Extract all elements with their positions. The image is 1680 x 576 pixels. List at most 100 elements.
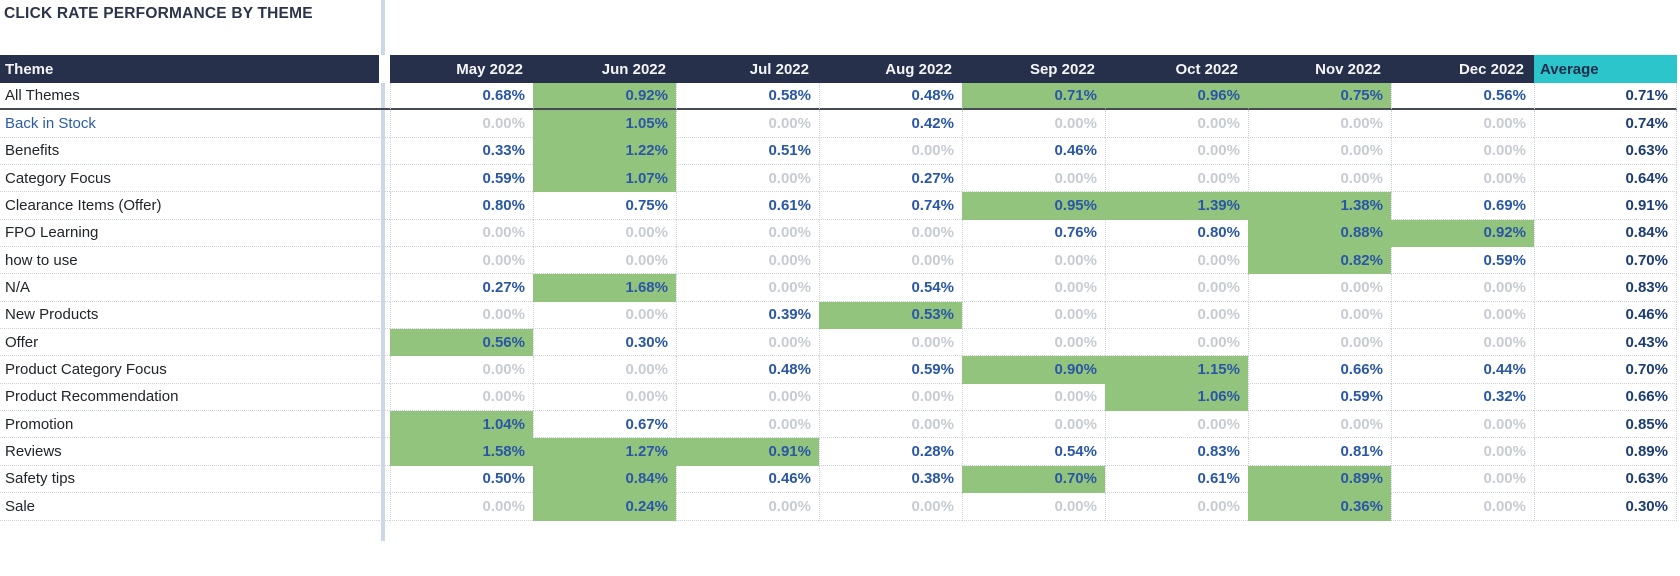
value-cell: 0.33%	[390, 137, 533, 166]
column-gap	[379, 274, 390, 302]
value-cell: 0.46%	[962, 137, 1105, 166]
value-cell: 0.00%	[819, 329, 962, 357]
value-cell: 0.44%	[1391, 356, 1534, 384]
value-cell: 0.00%	[1248, 329, 1391, 357]
value-cell: 0.36%	[1248, 493, 1391, 521]
average-cell: 0.91%	[1534, 192, 1677, 220]
value-cell: 0.38%	[819, 465, 962, 494]
column-gap	[379, 493, 390, 521]
value-cell: 0.00%	[962, 301, 1105, 330]
theme-cell: N/A	[0, 274, 379, 302]
average-cell: 0.30%	[1534, 493, 1677, 521]
average-cell: 0.85%	[1534, 411, 1677, 439]
theme-cell: Sale	[0, 493, 379, 521]
value-cell: 0.42%	[819, 110, 962, 138]
value-cell: 0.83%	[1105, 438, 1248, 466]
value-cell: 0.76%	[962, 219, 1105, 248]
value-cell: 0.00%	[1105, 137, 1248, 166]
value-cell: 0.51%	[676, 137, 819, 166]
value-cell: 0.61%	[1105, 465, 1248, 494]
value-cell: 1.15%	[1105, 356, 1248, 384]
value-cell: 0.00%	[962, 110, 1105, 138]
column-header-theme[interactable]: Theme	[0, 55, 379, 83]
column-header-month[interactable]: Dec 2022	[1391, 55, 1534, 83]
value-cell: 0.00%	[1105, 165, 1248, 193]
column-header-month[interactable]: Jul 2022	[676, 55, 819, 83]
value-cell: 0.90%	[962, 356, 1105, 384]
click-rate-table: Theme May 2022 Jun 2022 Jul 2022 Aug 2022 Sep…	[0, 55, 1677, 521]
value-cell: 0.75%	[1248, 83, 1391, 111]
column-header-month[interactable]: Jun 2022	[533, 55, 676, 83]
theme-cell: Category Focus	[0, 165, 379, 193]
value-cell: 0.00%	[1248, 301, 1391, 330]
value-cell: 0.28%	[819, 438, 962, 466]
value-cell: 0.00%	[1248, 411, 1391, 439]
value-cell: 0.00%	[1105, 329, 1248, 357]
column-gap	[379, 247, 390, 275]
value-cell: 0.00%	[1391, 110, 1534, 138]
value-cell: 0.00%	[533, 219, 676, 248]
value-cell: 0.00%	[390, 219, 533, 248]
column-header-average[interactable]: Average	[1534, 55, 1677, 83]
theme-cell: Clearance Items (Offer)	[0, 192, 379, 220]
average-cell: 0.83%	[1534, 274, 1677, 302]
theme-cell: Promotion	[0, 411, 379, 439]
theme-cell: Offer	[0, 329, 379, 357]
value-cell: 0.27%	[390, 274, 533, 302]
value-cell: 0.00%	[1391, 329, 1534, 357]
page-title: CLICK RATE PERFORMANCE BY THEME	[4, 5, 313, 22]
value-cell: 0.00%	[676, 329, 819, 357]
value-cell: 0.59%	[1248, 383, 1391, 412]
column-gap	[379, 466, 390, 494]
value-cell: 0.00%	[533, 383, 676, 412]
theme-cell: Benefits	[0, 138, 379, 166]
value-cell: 0.56%	[1391, 83, 1534, 111]
column-gap	[379, 192, 390, 220]
column-gap	[379, 329, 390, 357]
value-cell: 0.00%	[962, 411, 1105, 439]
value-cell: 0.96%	[1105, 83, 1248, 111]
column-gap	[379, 411, 390, 439]
value-cell: 0.00%	[390, 383, 533, 412]
value-cell: 0.58%	[676, 83, 819, 111]
value-cell: 0.00%	[1105, 247, 1248, 275]
value-cell: 1.58%	[390, 438, 533, 466]
theme-cell: Product Recommendation	[0, 384, 379, 412]
value-cell: 0.00%	[533, 301, 676, 330]
column-gap	[379, 138, 390, 166]
value-cell: 0.00%	[962, 274, 1105, 302]
value-cell: 1.27%	[533, 438, 676, 466]
value-cell: 0.32%	[1391, 383, 1534, 412]
value-cell: 0.00%	[962, 165, 1105, 193]
value-cell: 1.39%	[1105, 192, 1248, 220]
average-cell: 0.70%	[1534, 356, 1677, 384]
value-cell: 0.92%	[533, 83, 676, 111]
value-cell: 0.00%	[1248, 165, 1391, 193]
value-cell: 0.00%	[1391, 274, 1534, 302]
value-cell: 0.00%	[962, 247, 1105, 275]
value-cell: 0.00%	[1105, 274, 1248, 302]
value-cell: 0.00%	[1105, 411, 1248, 439]
value-cell: 0.00%	[819, 219, 962, 248]
value-cell: 0.88%	[1248, 219, 1391, 248]
theme-cell[interactable]: Back in Stock	[0, 110, 379, 138]
value-cell: 0.80%	[390, 192, 533, 220]
column-header-month[interactable]: Nov 2022	[1248, 55, 1391, 83]
value-cell: 0.00%	[962, 383, 1105, 412]
value-cell: 0.00%	[676, 247, 819, 275]
column-header-month[interactable]: Sep 2022	[962, 55, 1105, 83]
value-cell: 0.00%	[1248, 274, 1391, 302]
column-gap	[379, 438, 390, 466]
column-gap	[379, 302, 390, 330]
column-header-month[interactable]: Oct 2022	[1105, 55, 1248, 83]
value-cell: 0.82%	[1248, 247, 1391, 275]
average-cell: 0.46%	[1534, 301, 1677, 330]
value-cell: 0.00%	[676, 411, 819, 439]
value-cell: 0.50%	[390, 465, 533, 494]
column-header-month[interactable]: Aug 2022	[819, 55, 962, 83]
value-cell: 0.54%	[962, 438, 1105, 466]
value-cell: 0.53%	[819, 301, 962, 330]
column-header-month[interactable]: May 2022	[390, 55, 533, 83]
value-cell: 0.00%	[1391, 411, 1534, 439]
value-cell: 1.07%	[533, 165, 676, 193]
